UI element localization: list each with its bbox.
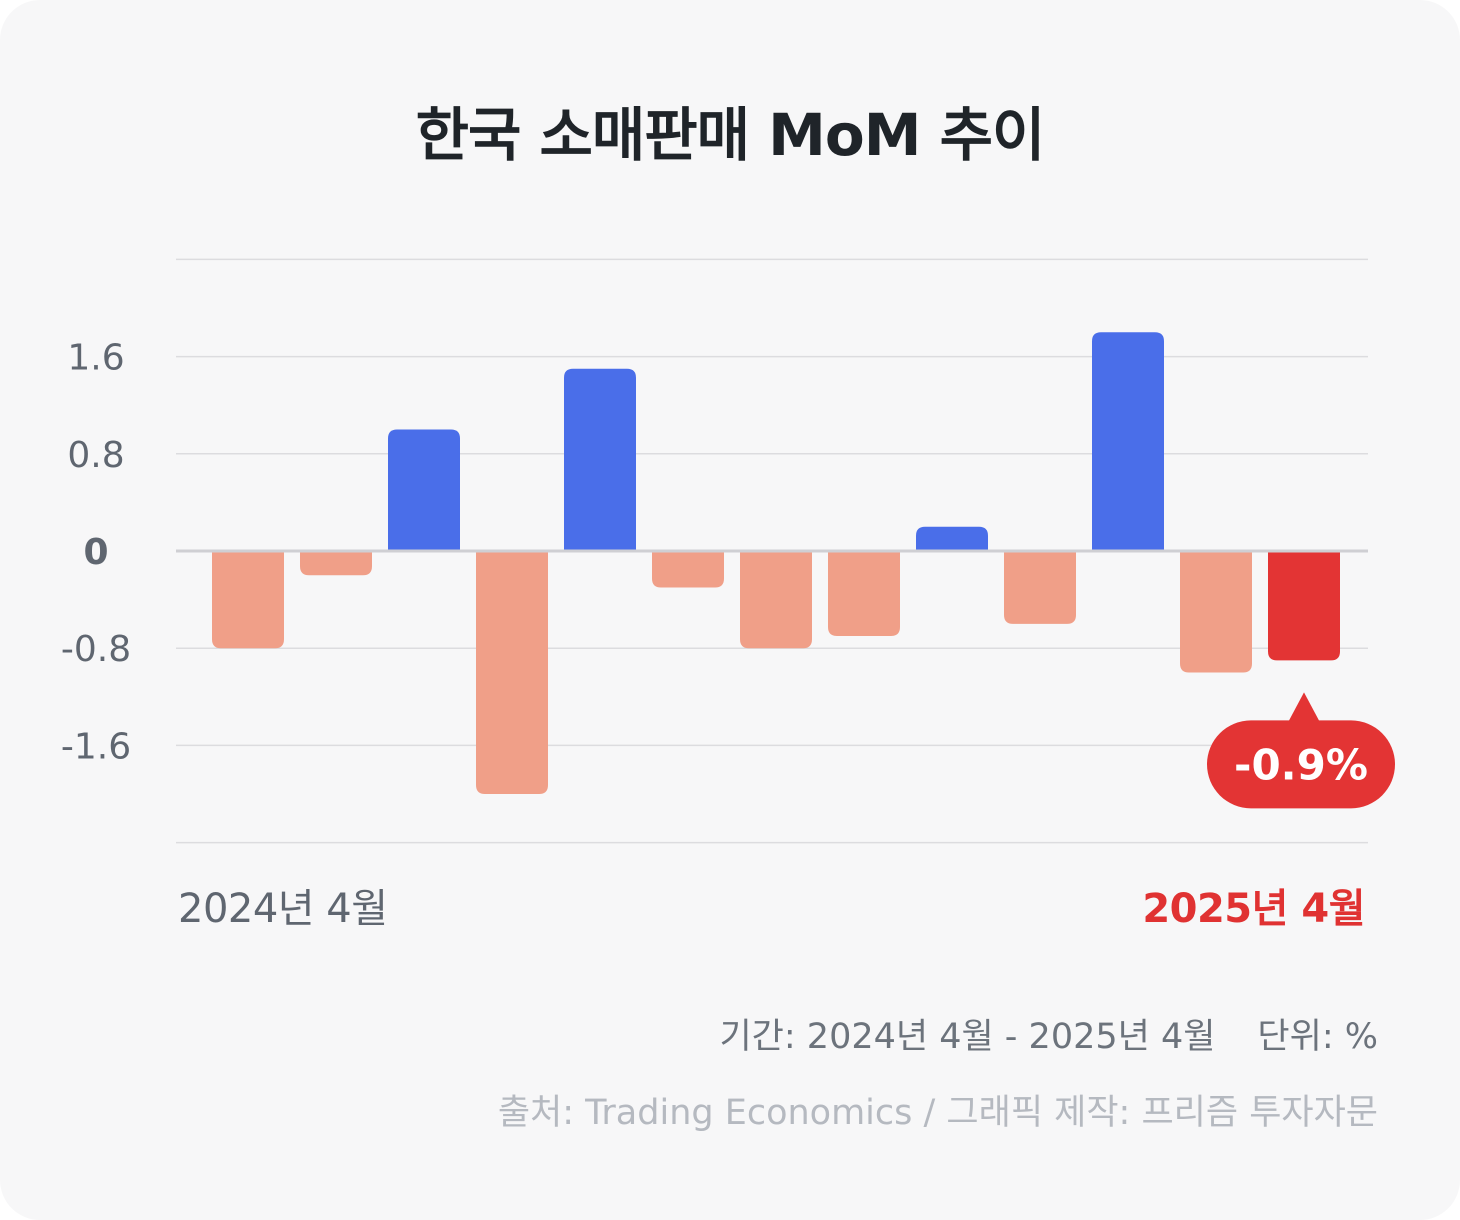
callout-bubble (1207, 720, 1395, 809)
y-tick-label: 0 (83, 532, 108, 573)
unit-label: 단위: % (1257, 1017, 1378, 1057)
bars (212, 332, 1340, 794)
period-label: 기간: 2024년 4월 - 2025년 4월 (719, 1017, 1216, 1057)
x-axis-end-label: 2025년 4월 (1142, 886, 1365, 932)
latest-value-callout: -0.9% (1207, 692, 1395, 809)
bar (212, 551, 284, 649)
bar (1180, 551, 1252, 673)
bar (300, 551, 372, 576)
bar-latest (1268, 551, 1340, 661)
y-axis-ticks: 1.6 0.8 0 -0.8 -1.6 (61, 338, 131, 768)
x-axis-start-label: 2024년 4월 (178, 886, 388, 932)
y-tick-label: 0.8 (67, 435, 124, 476)
bar (564, 368, 636, 551)
y-tick-label: 1.6 (67, 338, 124, 379)
callout-value-label: -0.9% (1234, 740, 1368, 789)
source-label: 출처: Trading Economics / 그래픽 제작: 프리즘 투자자문 (497, 1093, 1378, 1133)
meta-info: 기간: 2024년 4월 - 2025년 4월 단위: % (719, 1008, 1378, 1059)
bar (916, 526, 988, 551)
bar (388, 429, 460, 551)
bar (828, 551, 900, 637)
callout-pointer (1288, 692, 1320, 723)
bar (476, 551, 548, 794)
bar (1092, 332, 1164, 551)
bar (652, 551, 724, 588)
bar (1004, 551, 1076, 624)
bar (740, 551, 812, 649)
y-tick-label: -1.6 (61, 726, 131, 767)
chart-title: 한국 소매판매 MoM 추이 (415, 101, 1046, 169)
y-tick-label: -0.8 (61, 629, 131, 670)
